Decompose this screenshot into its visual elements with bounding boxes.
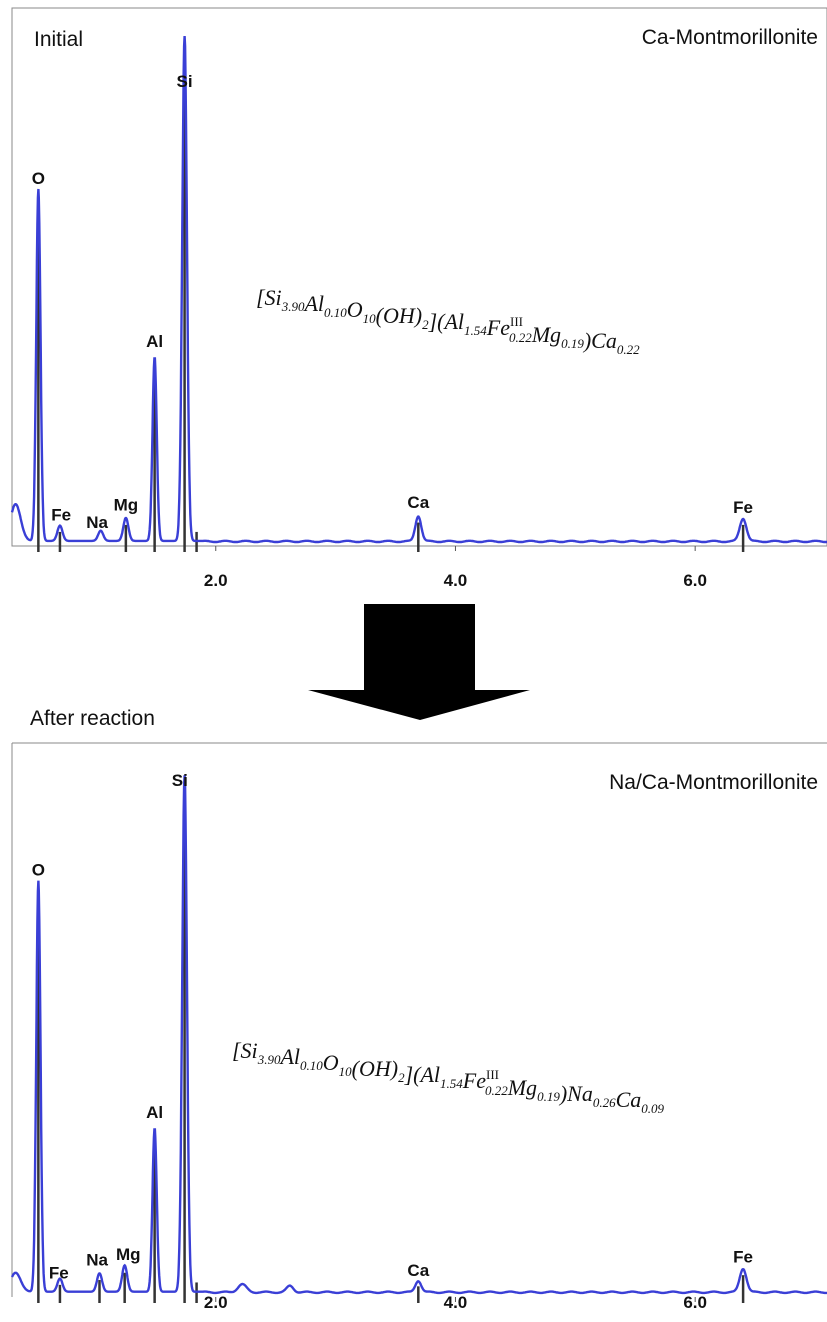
- peak-label: Al: [146, 332, 163, 351]
- x-axis-ticks: 2.0 4.0 6.0: [204, 546, 707, 590]
- spectrum-line: [10, 775, 827, 1295]
- x-tick-label: 6.0: [683, 1293, 707, 1312]
- spectrum-line: [10, 35, 827, 544]
- peak-label: Fe: [733, 498, 753, 517]
- spectrum-panel-initial: Initial Ca-Montmorillonite O Fe Na Mg Al Si Ca…: [10, 7, 827, 590]
- x-tick-label: 4.0: [444, 571, 468, 590]
- peak-label: Na: [86, 1250, 108, 1269]
- panel-corner-label: Initial: [34, 28, 83, 51]
- element-markers: [37, 81, 745, 552]
- spectrum-panel-after-reaction: After reaction Na/Ca-Montmorillonite O Fe…: [10, 707, 827, 1312]
- peak-label: O: [32, 860, 45, 879]
- peak-labels: O Fe Na Mg Al Si Ca Fe: [32, 771, 753, 1283]
- peak-label: Ca: [407, 1261, 429, 1280]
- peak-label: Ca: [407, 493, 429, 512]
- formula: [Si3.90Al0.10O10(OH)2](Al1.54FeIII 0.22Mg…: [232, 1038, 665, 1116]
- reaction-arrow-icon: [308, 604, 530, 720]
- peak-label: Na: [86, 513, 108, 532]
- peak-label: Si: [172, 771, 188, 790]
- x-tick-label: 4.0: [444, 1293, 468, 1312]
- peak-label: Si: [177, 72, 193, 91]
- x-tick-label: 2.0: [204, 571, 228, 590]
- peak-label: Mg: [114, 495, 139, 514]
- x-axis-ticks: 2.0 4.0 6.0: [204, 1293, 707, 1312]
- formula: [Si3.90Al0.10O10(OH)2](Al1.54FeIII 0.22Mg…: [256, 285, 640, 357]
- peak-label: Fe: [733, 1248, 753, 1267]
- peak-label: Al: [146, 1103, 163, 1122]
- peak-labels: O Fe Na Mg Al Si Ca Fe: [32, 72, 753, 532]
- peak-label: Fe: [51, 506, 71, 525]
- x-tick-label: 2.0: [204, 1293, 228, 1312]
- element-markers: [37, 821, 745, 1303]
- panel-title: Na/Ca-Montmorillonite: [609, 771, 818, 794]
- peak-label: O: [32, 169, 45, 188]
- peak-label: Mg: [116, 1245, 141, 1264]
- panel-frame: [11, 7, 827, 547]
- panel-title: Ca-Montmorillonite: [642, 26, 818, 49]
- peak-label: Fe: [49, 1264, 69, 1283]
- panel-corner-label: After reaction: [30, 707, 155, 730]
- x-tick-label: 6.0: [683, 571, 707, 590]
